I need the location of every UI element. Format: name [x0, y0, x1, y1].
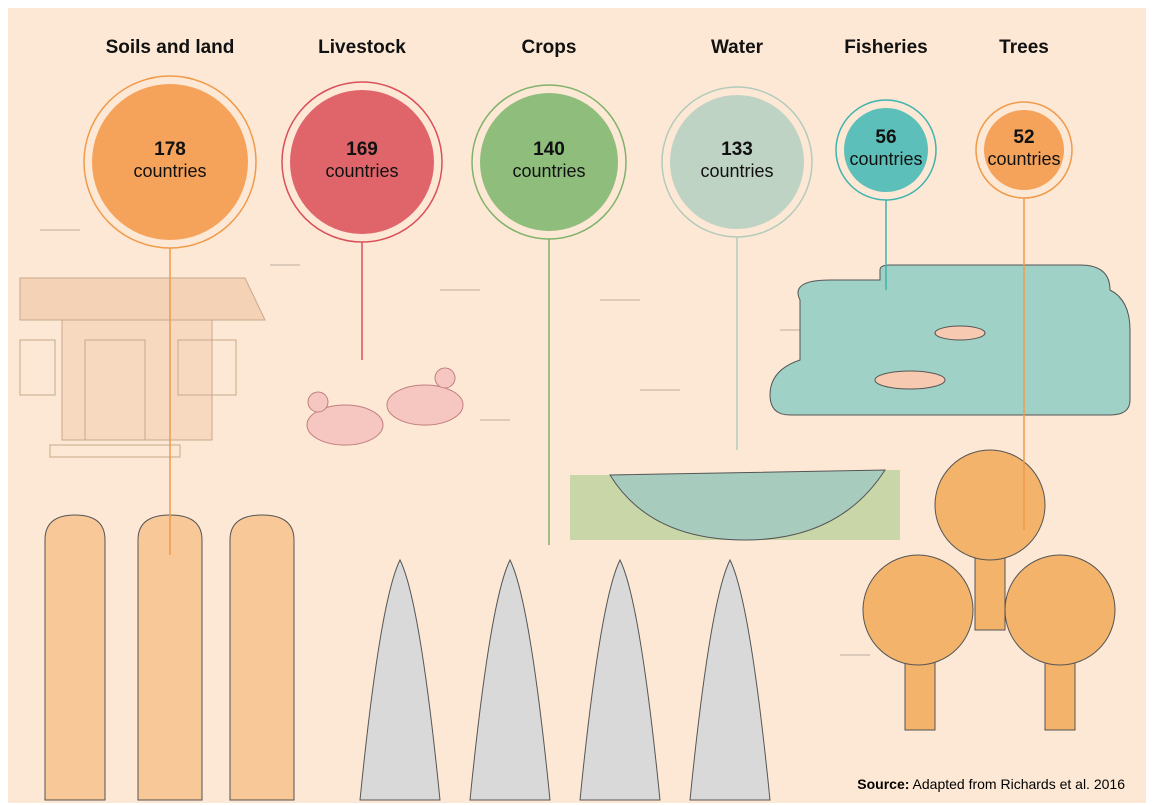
item-value: 178	[154, 139, 186, 160]
item-value: 52	[1013, 127, 1034, 148]
ring	[471, 84, 627, 240]
bubble	[290, 90, 434, 234]
item-value: 133	[721, 139, 753, 160]
source-text: Adapted from Richards et al. 2016	[913, 776, 1126, 792]
ring	[835, 99, 937, 201]
item-unit: countries	[512, 161, 585, 181]
decorations	[19, 229, 1131, 801]
bubble	[670, 95, 804, 229]
item-title: Soils and land	[106, 37, 235, 58]
item-title: Fisheries	[844, 37, 927, 58]
ring	[281, 81, 443, 243]
item-title: Water	[711, 37, 764, 58]
source: Source: Adapted from Richards et al. 201…	[857, 776, 1125, 792]
item-unit: countries	[133, 161, 206, 181]
item-unit: countries	[325, 161, 398, 181]
ring	[661, 86, 813, 238]
item-title: Crops	[522, 37, 577, 58]
bubble	[92, 84, 248, 240]
item-title: Trees	[999, 37, 1049, 58]
item-value: 56	[875, 127, 896, 148]
bubble	[844, 108, 928, 192]
bubble	[984, 110, 1064, 190]
ring	[975, 101, 1073, 199]
item-value: 169	[346, 139, 378, 160]
ring	[83, 75, 257, 249]
bubble	[480, 93, 618, 231]
item-unit: countries	[849, 149, 922, 169]
item-unit: countries	[987, 149, 1060, 169]
item-title: Livestock	[318, 37, 406, 58]
source-label: Source:	[857, 776, 909, 792]
item-value: 140	[533, 139, 565, 160]
item-unit: countries	[700, 161, 773, 181]
